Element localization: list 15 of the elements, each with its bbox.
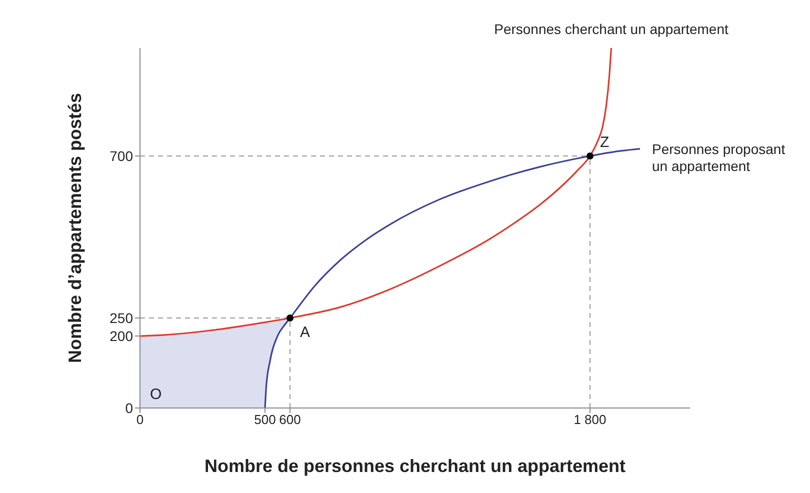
y-tick-label: 700 (110, 148, 134, 164)
series-label: Personnes proposant un appartement (652, 140, 786, 174)
annotation: O (150, 386, 162, 403)
x-axis-title: Nombre de personnes cherchant un appartement (204, 456, 626, 476)
x-tick-label: 600 (279, 412, 301, 428)
x-tick-label: 1 800 (574, 412, 606, 428)
x-tick-label: 500 (254, 412, 276, 428)
y-tick-label: 200 (110, 328, 134, 344)
y-tick-label: 250 (110, 310, 134, 326)
annotation: Z (600, 134, 610, 151)
series-label: Personnes cherchant un appartement (494, 21, 728, 37)
y-axis-title: Nombre d’appartements postés (65, 92, 85, 364)
annotation: A (300, 324, 310, 341)
x-tick-label: 0 (136, 412, 144, 428)
y-tick-label: 0 (125, 400, 134, 416)
